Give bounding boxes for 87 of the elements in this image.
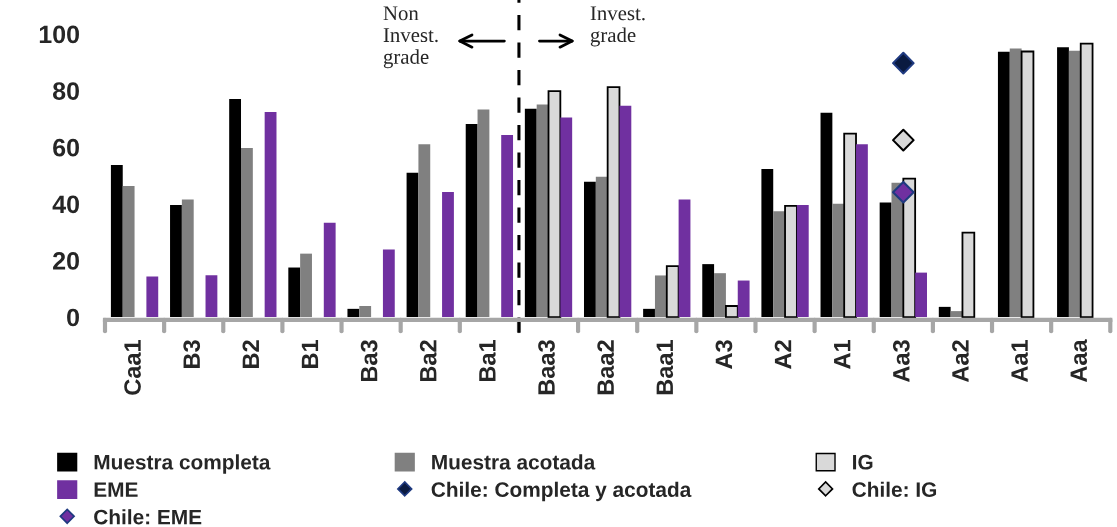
bar [406,172,419,318]
x-tick-label: B2 [242,340,259,368]
bar [915,272,927,318]
bar [205,275,218,318]
bar [501,135,514,318]
x-tick-label: B1 [301,339,319,368]
annotation: Non Invest. grade [383,6,438,69]
bar [702,264,715,318]
bar [820,112,833,318]
bar [300,253,312,318]
x-tick-label: Aa3 [892,340,910,383]
x-tick-label: Ba1 [479,339,496,382]
bar [678,199,691,318]
bar [1057,47,1069,318]
bar [524,108,537,318]
legend-label: Chile: EME [94,509,202,525]
bar [181,199,194,318]
bar [643,308,655,318]
bar [560,117,573,318]
bar [146,276,159,318]
bar [418,144,431,318]
legend-label: Muestra completa [94,454,271,474]
bar [583,181,596,318]
bar [737,280,750,318]
legend-label: Muestra acotada [432,454,596,470]
bar [536,104,549,318]
bar [843,132,857,318]
bar [323,222,336,318]
bar [654,275,667,318]
bar [619,105,632,318]
bar [997,51,1010,318]
bar [950,311,963,318]
bar [170,204,182,318]
bar [110,165,123,318]
bar [229,99,242,318]
bar [465,123,478,318]
bar [832,203,845,318]
x-tick-label: Baa3 [538,340,555,395]
bar [879,202,892,318]
legend-label: Chile: IG [852,481,937,498]
bar [961,231,976,318]
x-tick-label: Ba2 [419,340,437,382]
bar [477,109,490,318]
bar [856,144,868,318]
legend-label: Chile: Completa y acotada [431,481,692,502]
x-tick-label: Ba3 [360,340,378,382]
annotation: Invest. grade [590,6,645,47]
x-tick-label: B3 [183,340,201,368]
x-tick-label: Aa1 [1011,339,1028,383]
bar [122,185,135,318]
bar [902,177,917,318]
x-tick-label: A2 [774,340,792,369]
y-tick-label: 60 [53,138,79,157]
y-tick-label: 20 [53,252,79,270]
bar [714,273,726,318]
x-tick-label: Baa2 [597,340,614,395]
bar [382,249,395,318]
bar [665,265,680,318]
x-tick-label: Caa1 [124,339,141,395]
x-tick-label: Aa2 [952,340,969,383]
bar [347,308,360,318]
bar [1009,48,1022,318]
bar [938,306,951,318]
legend-label: IG [853,454,873,470]
bar [241,148,253,318]
bar [784,204,798,318]
bar [773,211,786,318]
y-tick-label: 100 [39,25,79,44]
bar [796,204,809,318]
bar [442,191,454,318]
y-tick-label: 40 [52,195,79,214]
x-tick-label: Baa1 [656,339,674,395]
y-tick-label: 0 [67,308,79,327]
bar [288,267,301,318]
bar [761,169,774,318]
bar [1079,42,1094,318]
bar [1068,50,1081,318]
x-tick-label: A3 [715,340,733,369]
bar [1020,50,1035,318]
x-tick-label: A1 [834,339,851,369]
bar [359,306,372,318]
bar [264,112,277,318]
bar [595,176,608,318]
legend-label: EME [94,482,138,497]
y-tick-label: 80 [52,82,79,100]
bar [725,305,739,318]
x-tick-label: Aaa [1070,339,1088,383]
